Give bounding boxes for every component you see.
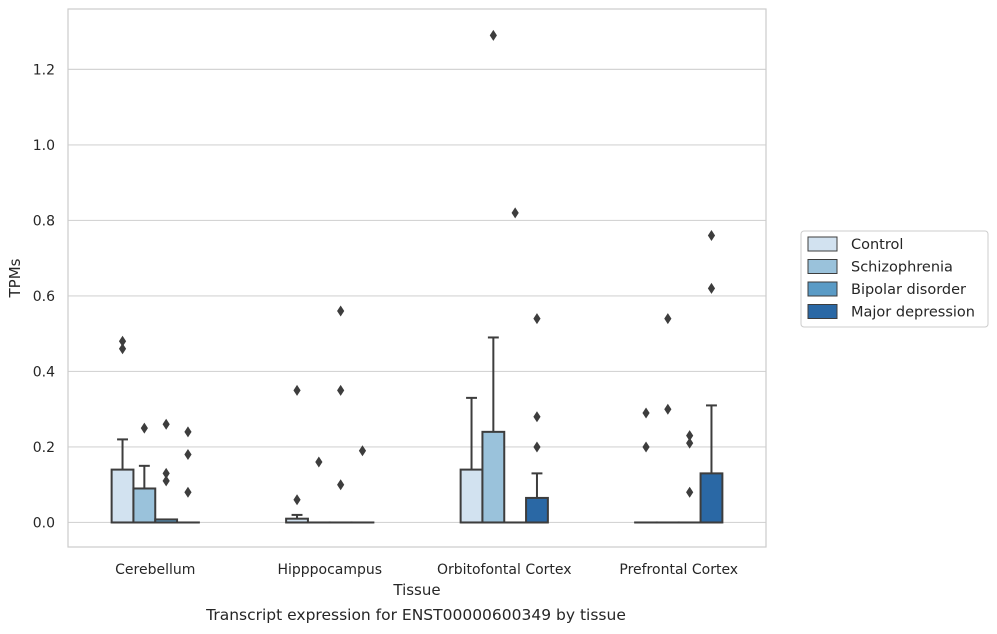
y-tick-label: 0.2 (33, 440, 55, 456)
x-axis-ticks: Cerebellum Hipppocampus Orbitofontal Corte… (115, 562, 738, 578)
outlier-point (118, 343, 127, 355)
box (132, 487, 157, 524)
outlier-point (184, 426, 192, 438)
y-tick-label: 0.0 (33, 515, 55, 531)
x-axis-label: Tissue (392, 581, 440, 599)
box-major-depression (176, 426, 200, 524)
outlier-point (642, 407, 650, 419)
box-plot-chart: 0.0 0.2 0.4 0.6 0.8 1.0 1.2 Cerebellum Hipppoca… (6, 8, 989, 599)
outlier-point (315, 456, 323, 468)
outlier-point (707, 282, 716, 294)
y-tick-label: 0.4 (33, 364, 55, 380)
outlier-point (489, 29, 497, 41)
box-control (285, 384, 309, 524)
outlier-point (184, 449, 192, 461)
outlier-point (293, 384, 301, 396)
outlier-point (664, 313, 672, 325)
chart-caption: Transcript expression for ENST0000060034… (206, 606, 626, 624)
box (525, 496, 549, 524)
box (699, 472, 724, 524)
legend-swatch (807, 259, 838, 274)
plot-area (67, 8, 767, 548)
outlier-point (686, 437, 694, 449)
legend-label: Bipolar disorder (851, 282, 966, 298)
box-control (634, 407, 658, 524)
box-series (110, 29, 724, 524)
box (110, 468, 135, 524)
outlier-point (337, 305, 345, 317)
box-major-depression (699, 230, 724, 524)
box-bipolar-disorder (154, 418, 179, 524)
y-tick-label: 1.0 (33, 138, 55, 154)
x-tick-label: Orbitofontal Cortex (437, 562, 572, 578)
y-axis-ticks: 0.0 0.2 0.4 0.6 0.8 1.0 1.2 (33, 62, 55, 531)
y-tick-label: 0.8 (33, 213, 55, 229)
outlier-point (533, 313, 541, 325)
box-control (459, 396, 484, 524)
box-bipolar-disorder (328, 305, 353, 524)
outlier-point (664, 403, 672, 415)
legend-label: Control (851, 237, 903, 253)
box-major-depression (525, 313, 549, 524)
box (481, 430, 506, 524)
x-tick-label: Prefrontal Cortex (619, 562, 738, 578)
outlier-point (707, 230, 716, 242)
box-schizophrenia (306, 456, 331, 524)
outlier-point (533, 441, 541, 453)
legend-frame (800, 230, 989, 328)
grid-lines (68, 68, 766, 524)
box-control (110, 335, 135, 524)
y-tick-label: 1.2 (33, 62, 55, 78)
y-axis-label: TPMs (6, 258, 24, 298)
legend-label: Schizophrenia (851, 260, 953, 276)
box-schizophrenia (481, 29, 506, 524)
box-schizophrenia (132, 422, 157, 524)
legend: Control Schizophrenia Bipolar disorder Majo… (800, 230, 989, 328)
box-bipolar-disorder (503, 207, 528, 524)
outlier-point (511, 207, 519, 219)
legend-swatch (807, 281, 838, 297)
outlier-point (140, 422, 148, 434)
outlier-point (337, 384, 345, 396)
x-tick-label: Cerebellum (115, 562, 195, 578)
outlier-point (184, 486, 192, 498)
legend-swatch (807, 304, 838, 319)
legend-label: Major depression (851, 305, 975, 321)
legend-swatch (807, 236, 838, 252)
x-tick-label: Hipppocampus (277, 562, 382, 578)
box-bipolar-disorder (677, 430, 702, 524)
outlier-point (162, 475, 170, 487)
outlier-point (293, 494, 301, 506)
outlier-point (642, 441, 650, 453)
box-schizophrenia (655, 313, 680, 524)
box (459, 468, 484, 524)
outlier-point (686, 430, 694, 442)
outlier-point (533, 411, 541, 423)
outlier-point (337, 479, 345, 491)
box-major-depression (350, 445, 375, 524)
outlier-point (118, 335, 127, 347)
y-tick-label: 0.6 (33, 289, 55, 305)
outlier-point (162, 418, 170, 430)
outlier-point (358, 445, 367, 457)
outlier-point (162, 467, 170, 479)
outlier-point (686, 486, 694, 498)
